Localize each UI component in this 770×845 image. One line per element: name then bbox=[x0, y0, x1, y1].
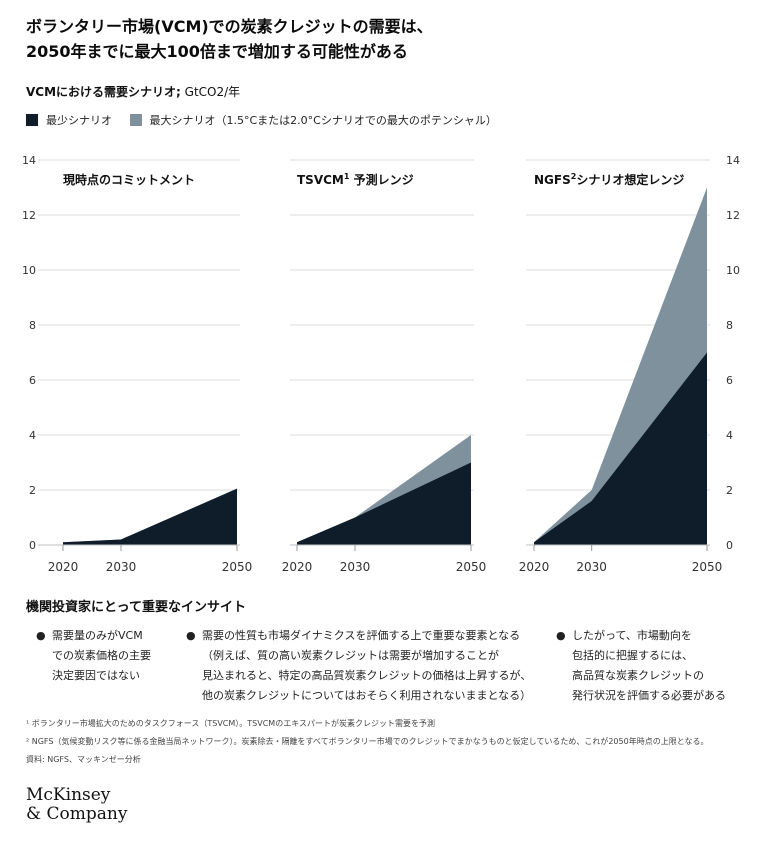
x-tick-label-1-0: 2020 bbox=[282, 560, 313, 574]
bullet-1: ● bbox=[36, 629, 46, 642]
subtitle-unit: GtCO2/年 bbox=[184, 85, 241, 99]
y-tick-left-6: 12 bbox=[22, 209, 36, 222]
insight-1-line-3: 決定要因ではない bbox=[52, 669, 140, 682]
x-tick-label-1-2: 2050 bbox=[456, 560, 487, 574]
legend-swatch-max bbox=[129, 114, 142, 126]
chart-area: 0 0 2 2 4 4 6 6 8 8 10 10 12 12 14 14 2020 2030 2050 現時点のコミ… bbox=[22, 154, 740, 574]
insight-3-line-4: 発行状況を評価する必要がある bbox=[572, 689, 726, 702]
insight-2-line-1: 需要の性質も市場ダイナミクスを評価する上で重要な要素となる bbox=[202, 629, 521, 642]
y-tick-left-1: 2 bbox=[29, 484, 36, 497]
y-tick-left-4: 8 bbox=[29, 319, 36, 332]
bullet-3: ● bbox=[556, 629, 566, 642]
y-tick-left-5: 10 bbox=[22, 264, 36, 277]
insight-1-line-2: での炭素価格の主要 bbox=[52, 649, 151, 662]
panel-title-1: TSVCM1 予測レンジ bbox=[297, 172, 414, 187]
y-tick-left-0: 0 bbox=[29, 539, 36, 552]
insight-3-line-1: したがって、市場動向を bbox=[572, 629, 692, 642]
mckinsey-logo: McKinsey & Company bbox=[26, 786, 127, 824]
insight-2-line-3: 見込まれると、特定の高品質炭素クレジットの価格は上昇するが、 bbox=[202, 669, 532, 682]
insight-col-1: ● 需要量のみがVCM での炭素価格の主要 決定要因ではない bbox=[36, 626, 151, 686]
insight-1-line-1: 需要量のみがVCM bbox=[52, 629, 143, 642]
panel-title-0: 現時点のコミットメント bbox=[63, 172, 195, 187]
y-tick-right-7: 14 bbox=[726, 154, 740, 167]
source-note: 資料: NGFS、マッキンゼー分析 bbox=[26, 755, 141, 764]
insights-title: 機関投資家にとって重要なインサイト bbox=[26, 600, 246, 615]
x-tick-label-2-2: 2050 bbox=[692, 560, 723, 574]
legend-swatch-min bbox=[26, 114, 38, 126]
area-min-panel-0 bbox=[63, 488, 237, 545]
chart-title-line1: ボランタリー市場(VCM)での炭素クレジットの需要は、 bbox=[26, 17, 433, 36]
y-tick-right-6: 12 bbox=[726, 209, 740, 222]
legend-label-min: 最少シナリオ bbox=[46, 114, 112, 127]
x-tick-label-2-1: 2030 bbox=[576, 560, 607, 574]
y-tick-left-7: 14 bbox=[22, 154, 36, 167]
area-min-panel-2 bbox=[534, 352, 707, 545]
y-tick-left-3: 6 bbox=[29, 374, 36, 387]
y-tick-right-1: 2 bbox=[726, 484, 733, 497]
legend: 最少シナリオ 最大シナリオ（1.5°Cまたは2.0°Cシナリオでの最大のポテンシ… bbox=[26, 112, 511, 129]
chart-title-line2: 2050年までに最大100倍まで増加する可能性がある bbox=[26, 42, 408, 61]
insight-2-line-4: 他の炭素クレジットについてはおそらく利用されないままとなる） bbox=[202, 689, 532, 702]
area-min-panel-1 bbox=[297, 462, 471, 545]
y-tick-right-5: 10 bbox=[726, 264, 740, 277]
x-tick-label-2-0: 2020 bbox=[519, 560, 550, 574]
chart-subtitle: VCMにおける需要シナリオ; GtCO2/年 bbox=[26, 83, 240, 100]
legend-item-max: 最大シナリオ（1.5°Cまたは2.0°Cシナリオでの最大のポテンシャル） bbox=[129, 112, 497, 128]
legend-label-max: 最大シナリオ（1.5°Cまたは2.0°Cシナリオでの最大のポテンシャル） bbox=[149, 114, 497, 127]
y-tick-right-2: 4 bbox=[726, 429, 733, 442]
insight-col-2: ● 需要の性質も市場ダイナミクスを評価する上で重要な要素となる （例えば、質の高… bbox=[186, 626, 532, 706]
insight-2-line-2: （例えば、質の高い炭素クレジットは需要が増加することが bbox=[202, 649, 499, 662]
footnote-2: ² NGFS（気候変動リスク等に係る金融当局ネットワーク）。炭素除去・隔離をすべ… bbox=[26, 737, 709, 746]
y-tick-right-0: 0 bbox=[726, 539, 733, 552]
logo-line1: McKinsey bbox=[26, 785, 111, 805]
subtitle-label: VCMにおける需要シナリオ; bbox=[26, 85, 181, 99]
panel-title-2: NGFS2シナリオ想定レンジ bbox=[534, 172, 684, 187]
insight-3-line-3: 高品質な炭素クレジットの bbox=[572, 669, 704, 682]
x-tick-label-0-1: 2030 bbox=[106, 560, 137, 574]
chart-title: ボランタリー市場(VCM)での炭素クレジットの需要は、 2050年までに最大10… bbox=[26, 14, 746, 64]
x-tick-label-1-1: 2030 bbox=[340, 560, 371, 574]
logo-line2: & Company bbox=[26, 804, 128, 824]
bullet-2: ● bbox=[186, 629, 196, 642]
insight-3-line-2: 包括的に把握するには、 bbox=[572, 649, 693, 662]
x-tick-label-0-2: 2050 bbox=[222, 560, 253, 574]
y-tick-left-2: 4 bbox=[29, 429, 36, 442]
footnote-1: ¹ ボランタリー市場拡大のためのタスクフォース（TSVCM）。TSVCMのエキス… bbox=[26, 719, 435, 728]
x-tick-label-0-0: 2020 bbox=[48, 560, 79, 574]
y-tick-right-4: 8 bbox=[726, 319, 733, 332]
y-tick-right-3: 6 bbox=[726, 374, 733, 387]
legend-item-min: 最少シナリオ bbox=[26, 112, 112, 128]
insight-col-3: ● したがって、市場動向を 包括的に把握するには、 高品質な炭素クレジットの 発… bbox=[556, 626, 726, 706]
